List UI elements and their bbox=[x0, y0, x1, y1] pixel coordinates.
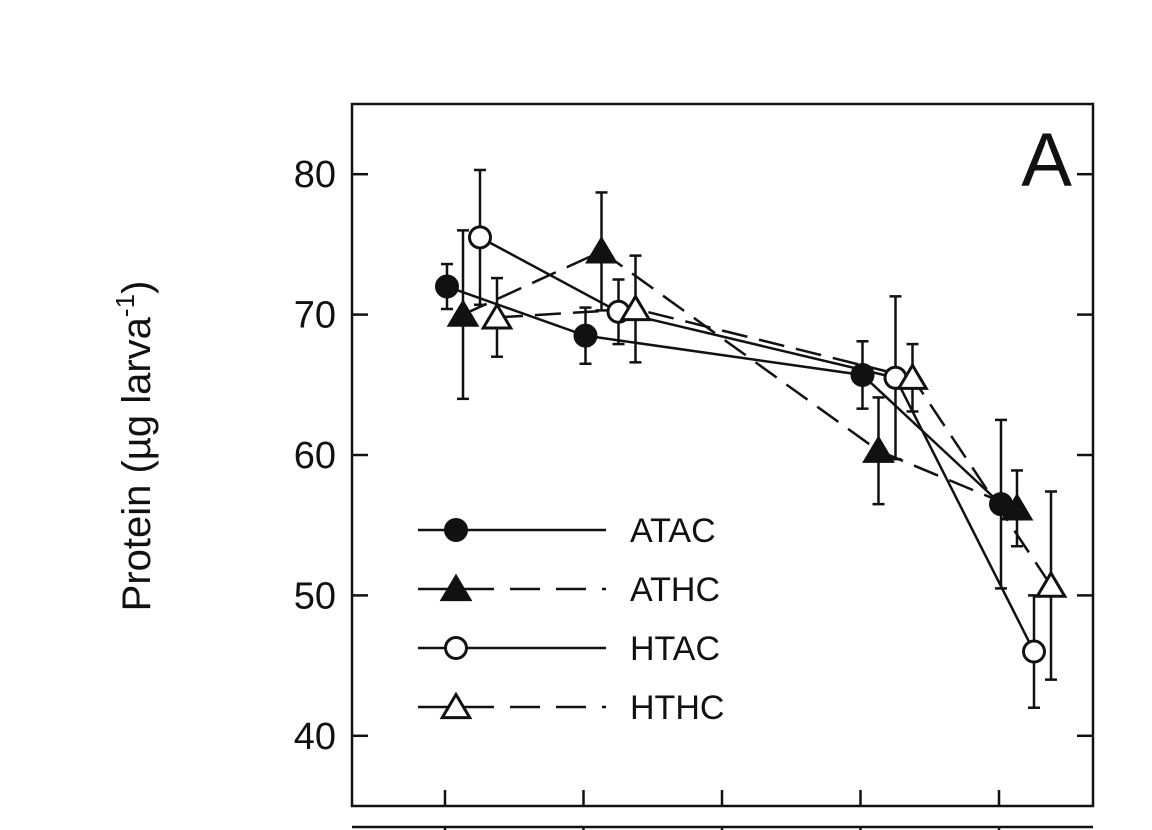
series-lines bbox=[446, 236, 1053, 653]
x-axis-ticks bbox=[443, 790, 1001, 830]
y-axis-title-superscript: -1 bbox=[110, 294, 140, 317]
data-point-atac bbox=[435, 274, 459, 299]
data-point-athc bbox=[446, 299, 480, 327]
legend-label-htac: HTAC bbox=[630, 630, 720, 668]
data-point-hthc bbox=[896, 362, 929, 390]
data-markers bbox=[435, 225, 1068, 664]
data-point-hthc bbox=[1034, 570, 1068, 598]
legend-marker-hthc bbox=[439, 691, 473, 720]
legend-marker-htac bbox=[444, 636, 468, 660]
y-tick-label: 60 bbox=[294, 435, 336, 477]
data-point-athc bbox=[585, 235, 618, 264]
data-point-athc bbox=[1000, 492, 1034, 521]
series-line-hthc bbox=[496, 307, 1053, 587]
panel-label: A bbox=[1021, 118, 1072, 203]
data-point-htac bbox=[1022, 639, 1046, 664]
data-point-athc bbox=[862, 435, 895, 463]
y-axis-ticks: 40 50 60 70 80 bbox=[294, 154, 1093, 758]
data-point-htac bbox=[468, 225, 492, 250]
legend-label-hthc: HTHC bbox=[630, 689, 724, 727]
series-line-htac bbox=[479, 236, 1036, 653]
series-line-atac bbox=[446, 285, 1002, 506]
data-point-hthc bbox=[480, 301, 514, 330]
y-axis-title-main: Protein (µg larva bbox=[115, 316, 159, 611]
y-axis-title: Protein (µg larva-1) bbox=[110, 281, 159, 612]
legend-label-athc: ATHC bbox=[630, 571, 720, 609]
data-point-atac bbox=[850, 362, 875, 387]
legend-marker-atac bbox=[444, 518, 468, 542]
y-tick-label: 50 bbox=[294, 575, 336, 617]
y-tick-label: 70 bbox=[294, 295, 336, 337]
series-line-athc bbox=[462, 249, 1018, 510]
legend-marker-athc bbox=[439, 573, 473, 602]
error-bars bbox=[441, 168, 1057, 709]
y-tick-label: 80 bbox=[294, 154, 336, 196]
data-point-atac bbox=[573, 323, 598, 348]
data-point-hthc bbox=[619, 293, 652, 322]
y-tick-label: 40 bbox=[294, 716, 336, 758]
legend: ATAC ATHC HTAC HTHC bbox=[418, 512, 724, 727]
legend-label-atac: ATAC bbox=[630, 512, 716, 550]
y-axis-title-close: ) bbox=[115, 281, 159, 294]
